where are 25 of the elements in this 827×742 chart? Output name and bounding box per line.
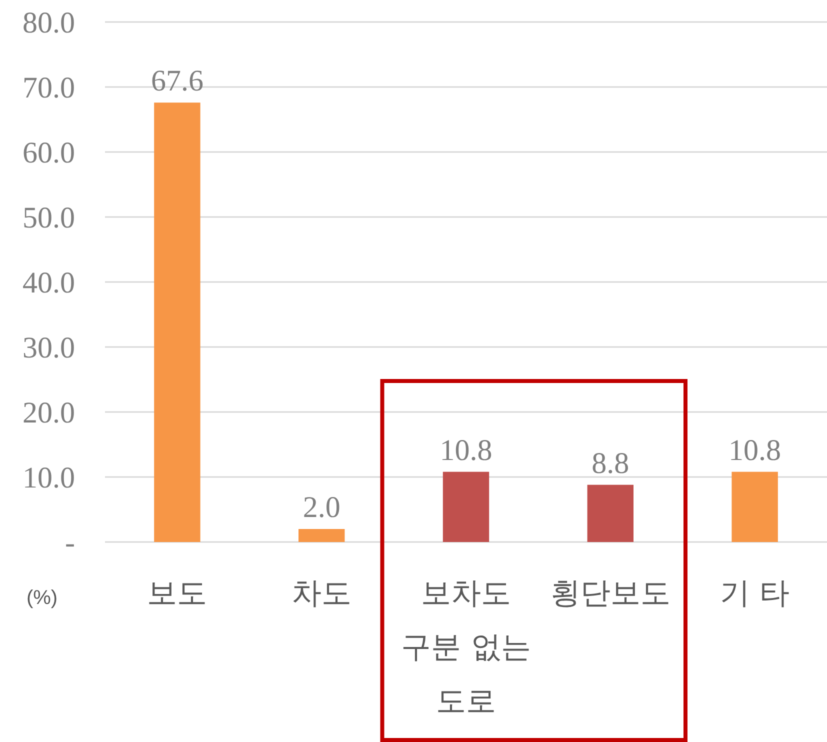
y-tick-label: 20.0 bbox=[22, 396, 75, 430]
bar bbox=[732, 472, 778, 542]
bar bbox=[442, 472, 490, 542]
bar bbox=[298, 529, 345, 542]
data-label: 67.6 bbox=[150, 64, 204, 98]
data-label: 10.8 bbox=[440, 434, 492, 467]
x-tick-label: 차도 bbox=[292, 576, 352, 611]
y-axis-title: (%) bbox=[26, 587, 58, 609]
x-tick-label: 보도 bbox=[147, 576, 208, 611]
bar bbox=[154, 102, 200, 542]
x-tick-label: 기 타 bbox=[720, 576, 790, 611]
data-label: 10.8 bbox=[728, 434, 782, 467]
data-label: 2.0 bbox=[302, 491, 340, 524]
bar bbox=[587, 484, 634, 542]
y-tick-label: 50.0 bbox=[22, 202, 75, 234]
y-tick-label: 30.0 bbox=[22, 332, 75, 364]
y-tick-label: 70.0 bbox=[22, 72, 75, 104]
y-tick-label: 80.0 bbox=[22, 6, 75, 40]
y-tick-label: - bbox=[65, 526, 75, 560]
data-label: 8.8 bbox=[592, 446, 630, 480]
y-tick-label: 40.0 bbox=[22, 266, 75, 300]
x-tick-label: 횡단보도 bbox=[550, 576, 670, 611]
y-tick-label: 60.0 bbox=[22, 136, 75, 170]
x-tick-label: 보차도 구분 없는 도로 bbox=[401, 576, 531, 719]
y-tick-label: 10.0 bbox=[22, 462, 75, 494]
